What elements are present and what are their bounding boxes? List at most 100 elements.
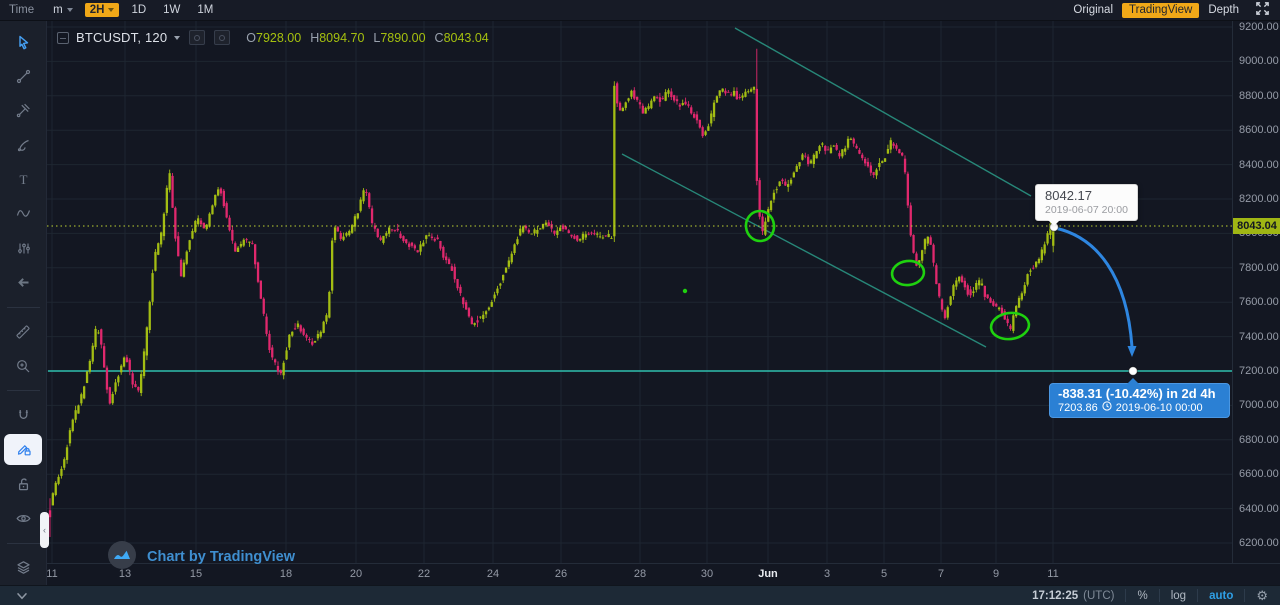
legend-mini-button[interactable] [214,30,231,45]
time-axis-label: 18 [279,568,293,580]
toolbar-divider [6,306,40,308]
price-axis-label: 8400.00 [1239,158,1279,171]
symbol-legend: BTCUSDT, 120 O7928.00 H8094.70 L7890.00 C80… [57,30,489,45]
price-axis-label: 6800.00 [1239,433,1279,446]
eye-tool[interactable] [0,501,47,535]
time-axis-label: 15 [189,568,203,580]
price-axis-label: 9000.00 [1239,55,1279,68]
chart-mode-buttons: Original TradingView Depth [1066,2,1246,18]
mode-button-depth[interactable]: Depth [1208,4,1239,16]
zoom-in-icon [15,358,32,375]
price-axis[interactable]: 9200.00 9000.00 8800.00 8600.00 8400.00 8200.… [1232,21,1280,563]
projection-label[interactable]: -838.31 (-10.42%) in 2d 4h 7203.86 2019-… [1049,378,1230,418]
interval-button-1w[interactable]: 1W [163,4,181,16]
ohlc-h: H8094.70 [310,30,365,45]
clock-readout: 17:12:25 [1032,589,1079,602]
magnet-tool[interactable] [0,398,47,432]
arrow-left-icon [15,274,32,291]
svg-text:T: T [19,172,27,187]
ruler-icon [14,323,32,341]
candles [48,48,1055,537]
time-axis[interactable]: 11 13 15 18 20 22 24 26 28 30 Jun 3 5 7 9 11 [46,563,1280,585]
cursor-tool[interactable] [0,25,47,59]
brush-tool[interactable] [0,128,47,162]
symbol-title[interactable]: BTCUSDT, 120 [76,30,168,45]
projection-price: 7203.86 [1058,401,1098,414]
fullscreen-icon[interactable] [1255,1,1270,19]
sliders-tool[interactable] [0,231,47,265]
ruler-tool[interactable] [0,315,47,349]
eye-icon [15,510,32,527]
time-label: Time [9,4,35,16]
chevron-down-icon[interactable] [14,590,30,602]
zoom-in-tool[interactable] [0,349,47,383]
topbar-right: Original TradingView Depth [1066,1,1280,19]
arrow-left-tool[interactable] [0,265,47,299]
ohlc-l: L7890.00 [373,30,426,45]
interval-buttons: m 2H 1D 1W 1M [48,3,225,17]
magnet-icon [15,407,32,424]
timezone-label[interactable]: (UTC) [1083,589,1115,602]
price-axis-label: 7200.00 [1239,365,1279,377]
time-axis-label: 11 [46,568,58,580]
text-icon: T [15,171,32,188]
projection-headline: -838.31 (-10.42%) in 2d 4h [1058,386,1216,401]
text-tool[interactable]: T [0,162,47,196]
cursor-icon [15,34,32,51]
tooltip-price: 8042.17 [1045,188,1092,203]
price-axis-label: 6600.00 [1239,468,1279,481]
projection-datetime: 2019-06-10 00:00 [1115,401,1203,414]
interval-button-1d[interactable]: 1D [131,4,147,16]
percent-scale-button[interactable]: % [1137,589,1148,602]
symbol-caret-icon[interactable] [174,35,181,40]
ohlc-o: O7928.00 [246,30,302,45]
price-axis-label: 7800.00 [1239,261,1279,274]
price-axis-label: 9200.00 [1239,21,1279,33]
sliders-icon [15,240,32,257]
layers-icon [15,559,32,576]
interval-button-m[interactable]: m [48,3,78,17]
brush-icon [15,137,32,154]
price-chart-canvas[interactable] [47,21,1232,563]
trend-line-tool[interactable] [0,59,47,93]
price-axis-label: 8200.00 [1239,193,1279,205]
clock-icon [1102,401,1112,414]
price-axis-label: 8600.00 [1239,124,1279,137]
time-axis-label: 9 [992,568,1000,580]
collapse-series-icon[interactable] [57,31,69,44]
auto-scale-button[interactable]: auto [1209,589,1234,602]
status-bar: 17:12:25 (UTC) % log auto ⚙ [0,585,1280,605]
mode-button-tradingview[interactable]: TradingView [1122,2,1200,18]
interval-button-1m[interactable]: 1M [197,4,214,16]
toolbar-divider [6,542,40,544]
time-axis-label: 3 [823,568,831,580]
time-axis-label: Jun [758,568,778,580]
layers-tool[interactable] [0,551,47,585]
tooltip-datetime: 2019-06-07 20:00 [1045,204,1128,216]
time-axis-label: 5 [880,568,888,580]
interval-button-2h[interactable]: 2H [84,3,120,17]
pitchfork-icon [15,102,32,119]
pencil-lock-tool[interactable] [0,433,47,467]
chart-area: Chart by TradingView [47,21,1232,569]
unlock-tool[interactable] [0,467,47,501]
wave-tool[interactable] [0,197,47,231]
current-price-badge: 8043.04 [1233,217,1280,234]
toolbar-collapse-handle[interactable]: ‹ [40,512,49,548]
price-axis-label: 8800.00 [1239,89,1279,102]
time-axis-label: 20 [349,568,363,580]
toolbar-divider [6,390,40,392]
mode-button-original[interactable]: Original [1073,4,1114,16]
price-axis-label: 6200.00 [1239,537,1279,549]
gear-icon[interactable]: ⚙ [1256,587,1268,603]
trend-line-icon [15,68,32,85]
time-axis-label: 7 [937,568,945,580]
log-scale-button[interactable]: log [1170,589,1187,602]
price-axis-label: 7000.00 [1239,399,1279,412]
legend-mini-button[interactable] [189,30,206,45]
drawing-toolbar: T [0,21,47,585]
top-toolbar: Time m 2H 1D 1W 1M Original TradingView Depth [0,0,1280,21]
pitchfork-tool[interactable] [0,94,47,128]
time-axis-label: 24 [486,568,500,580]
price-axis-label: 7600.00 [1239,296,1279,309]
